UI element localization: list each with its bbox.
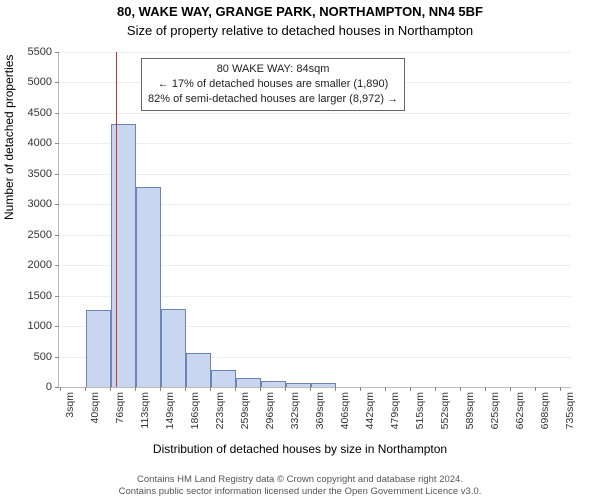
footer-line-1: Contains HM Land Registry data © Crown c… bbox=[0, 474, 600, 486]
x-tick-mark bbox=[385, 387, 386, 391]
x-tick-label: 259sqm bbox=[239, 392, 251, 436]
x-tick-label: 332sqm bbox=[289, 392, 301, 436]
x-tick-label: 296sqm bbox=[264, 392, 276, 436]
plot-area: 80 WAKE WAY: 84sqm← 17% of detached hous… bbox=[58, 52, 571, 388]
y-tick-label: 1500 bbox=[12, 290, 52, 302]
x-tick-label: 40sqm bbox=[89, 392, 101, 436]
x-tick-label: 369sqm bbox=[314, 392, 326, 436]
y-tick-label: 2500 bbox=[12, 229, 52, 241]
x-tick-mark bbox=[510, 387, 511, 391]
x-tick-label: 735sqm bbox=[564, 392, 576, 436]
annotation-line: ← 17% of detached houses are smaller (1,… bbox=[148, 77, 398, 92]
x-tick-label: 698sqm bbox=[539, 392, 551, 436]
x-tick-label: 662sqm bbox=[514, 392, 526, 436]
y-tick-label: 5000 bbox=[12, 76, 52, 88]
x-tick-mark bbox=[185, 387, 186, 391]
histogram-bar bbox=[236, 378, 261, 387]
y-tick-mark bbox=[55, 143, 59, 144]
x-tick-label: 113sqm bbox=[139, 392, 151, 436]
x-tick-label: 552sqm bbox=[439, 392, 451, 436]
y-tick-mark bbox=[55, 296, 59, 297]
x-tick-mark bbox=[535, 387, 536, 391]
x-tick-mark bbox=[85, 387, 86, 391]
histogram-bar bbox=[311, 383, 336, 387]
x-tick-label: 149sqm bbox=[164, 392, 176, 436]
x-axis-label: Distribution of detached houses by size … bbox=[0, 442, 600, 456]
x-tick-mark bbox=[460, 387, 461, 391]
x-tick-label: 442sqm bbox=[364, 392, 376, 436]
x-tick-mark bbox=[485, 387, 486, 391]
y-tick-mark bbox=[55, 82, 59, 83]
x-tick-mark bbox=[160, 387, 161, 391]
histogram-bar bbox=[186, 353, 211, 387]
y-tick-mark bbox=[55, 326, 59, 327]
footer-attribution: Contains HM Land Registry data © Crown c… bbox=[0, 474, 600, 498]
y-tick-mark bbox=[55, 235, 59, 236]
y-tick-label: 2000 bbox=[12, 259, 52, 271]
x-tick-mark bbox=[360, 387, 361, 391]
x-tick-mark bbox=[110, 387, 111, 391]
histogram-bar bbox=[261, 381, 286, 387]
page-title: 80, WAKE WAY, GRANGE PARK, NORTHAMPTON, … bbox=[0, 0, 600, 21]
y-tick-mark bbox=[55, 265, 59, 266]
histogram-bar bbox=[111, 124, 136, 387]
gridline bbox=[59, 113, 571, 114]
y-tick-label: 3000 bbox=[12, 198, 52, 210]
y-tick-mark bbox=[55, 174, 59, 175]
x-tick-mark bbox=[210, 387, 211, 391]
x-tick-mark bbox=[435, 387, 436, 391]
y-tick-label: 1000 bbox=[12, 320, 52, 332]
y-tick-mark bbox=[55, 204, 59, 205]
x-tick-mark bbox=[260, 387, 261, 391]
histogram-bar bbox=[161, 309, 186, 387]
x-tick-label: 223sqm bbox=[214, 392, 226, 436]
x-tick-label: 3sqm bbox=[64, 392, 76, 436]
x-tick-label: 406sqm bbox=[339, 392, 351, 436]
x-tick-mark bbox=[560, 387, 561, 391]
annotation-box: 80 WAKE WAY: 84sqm← 17% of detached hous… bbox=[141, 58, 405, 111]
x-tick-mark bbox=[135, 387, 136, 391]
x-tick-label: 515sqm bbox=[414, 392, 426, 436]
y-tick-label: 4000 bbox=[12, 137, 52, 149]
footer-line-2: Contains public sector information licen… bbox=[0, 486, 600, 498]
property-marker-line bbox=[116, 52, 117, 387]
y-tick-mark bbox=[55, 357, 59, 358]
y-tick-mark bbox=[55, 52, 59, 53]
y-tick-label: 500 bbox=[12, 351, 52, 363]
y-tick-mark bbox=[55, 387, 59, 388]
x-tick-mark bbox=[410, 387, 411, 391]
x-tick-label: 479sqm bbox=[389, 392, 401, 436]
histogram-bar bbox=[136, 187, 161, 387]
x-tick-mark bbox=[310, 387, 311, 391]
x-tick-label: 589sqm bbox=[464, 392, 476, 436]
annotation-line: 80 WAKE WAY: 84sqm bbox=[148, 62, 398, 77]
annotation-line: 82% of semi-detached houses are larger (… bbox=[148, 92, 398, 107]
page-subtitle: Size of property relative to detached ho… bbox=[0, 23, 600, 38]
x-tick-mark bbox=[285, 387, 286, 391]
gridline bbox=[59, 52, 571, 53]
chart-container: 80 WAKE WAY: 84sqm← 17% of detached hous… bbox=[58, 52, 570, 422]
x-tick-mark bbox=[335, 387, 336, 391]
y-tick-mark bbox=[55, 113, 59, 114]
x-tick-label: 76sqm bbox=[114, 392, 126, 436]
y-tick-label: 5500 bbox=[12, 46, 52, 58]
histogram-bar bbox=[211, 370, 236, 387]
x-tick-mark bbox=[235, 387, 236, 391]
x-tick-label: 186sqm bbox=[189, 392, 201, 436]
x-tick-label: 625sqm bbox=[489, 392, 501, 436]
x-tick-mark bbox=[60, 387, 61, 391]
y-tick-label: 0 bbox=[12, 381, 52, 393]
histogram-bar bbox=[286, 383, 311, 387]
histogram-bar bbox=[86, 310, 111, 387]
y-tick-label: 4500 bbox=[12, 107, 52, 119]
y-tick-label: 3500 bbox=[12, 168, 52, 180]
